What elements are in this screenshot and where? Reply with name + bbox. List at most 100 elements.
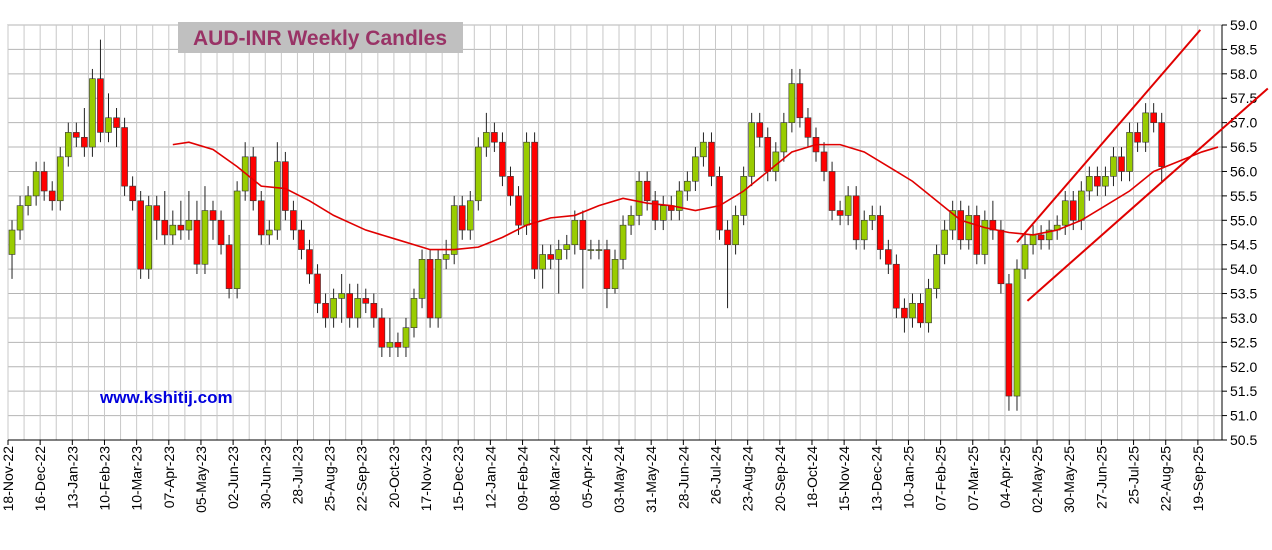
candle-body	[836, 210, 844, 216]
candle-body	[16, 205, 24, 231]
x-tick-label: 23-Aug-24	[740, 446, 756, 512]
candle-body	[265, 229, 273, 236]
candle-body	[362, 298, 370, 304]
y-tick-label: 54.0	[1230, 261, 1257, 277]
moving-average-line	[172, 141, 1219, 251]
candle-body	[40, 171, 48, 192]
candle-body	[370, 302, 378, 319]
candle-body	[684, 180, 691, 192]
candle-body	[1069, 200, 1077, 221]
candle-body	[1013, 268, 1021, 397]
candle-body	[852, 195, 860, 241]
x-tick-label: 07-Apr-23	[161, 446, 177, 508]
candle-body	[466, 200, 474, 231]
candle-body	[193, 219, 201, 265]
candle-body	[651, 200, 659, 221]
y-tick-label: 50.5	[1230, 432, 1257, 448]
candle-body	[121, 127, 128, 187]
y-tick-label: 54.5	[1230, 237, 1257, 253]
candle-body	[48, 190, 56, 202]
candle-body	[1118, 156, 1125, 172]
candle-body	[949, 210, 956, 231]
candle-body	[539, 254, 546, 270]
x-tick-label: 30-May-25	[1061, 446, 1077, 513]
x-tick-label: 19-Sep-25	[1190, 446, 1206, 512]
candle-body	[306, 249, 313, 275]
candle-body	[724, 229, 731, 246]
x-tick-label: 08-Mar-24	[547, 446, 563, 511]
candle-body	[274, 161, 281, 231]
candle-body	[209, 210, 217, 221]
candle-body	[402, 327, 410, 348]
candle-body	[8, 229, 16, 255]
x-tick-label: 20-Oct-23	[386, 446, 402, 508]
candle-body	[64, 132, 72, 158]
candle-body	[225, 244, 233, 289]
y-tick-label: 57.5	[1230, 90, 1257, 106]
candle-body	[676, 190, 683, 211]
x-tick-label: 07-Mar-25	[965, 446, 981, 511]
candle-body	[113, 117, 120, 128]
candle-body	[394, 342, 402, 348]
x-tick-label: 26-Jul-24	[707, 446, 723, 505]
x-tick-label: 15-Dec-23	[450, 446, 466, 512]
candle-body	[1078, 190, 1085, 221]
candle-body	[563, 244, 571, 250]
candle-body	[442, 254, 450, 260]
y-tick-label: 51.0	[1230, 408, 1257, 424]
candle-body	[201, 210, 209, 265]
candle-body	[161, 219, 169, 236]
x-tick-label: 22-Sep-23	[354, 446, 370, 512]
candle-body	[933, 254, 940, 289]
y-tick-label: 52.5	[1230, 334, 1257, 350]
candle-body	[555, 249, 563, 260]
candle-body	[177, 224, 185, 231]
candle-body	[233, 190, 241, 289]
plot-area	[7, 24, 1223, 441]
candle-body	[659, 205, 667, 221]
candle-body	[1061, 200, 1069, 226]
candle-body	[820, 151, 828, 172]
candle-body	[925, 288, 932, 324]
x-tick-label: 13-Jan-23	[64, 446, 80, 509]
candle-body	[579, 219, 587, 250]
x-tick-label: 18-Oct-24	[804, 446, 820, 508]
candle-body	[129, 185, 136, 202]
x-tick-label: 18-Nov-22	[0, 446, 16, 512]
y-tick-label: 58.5	[1230, 41, 1257, 57]
candle-body	[386, 342, 394, 348]
candle-body	[997, 229, 1005, 285]
candle-body	[458, 205, 466, 231]
candle-body	[531, 141, 538, 270]
x-tick-label: 16-Dec-22	[32, 446, 48, 512]
x-tick-label: 28-Jul-23	[289, 446, 305, 505]
candle-body	[1150, 112, 1157, 123]
candle-body	[981, 219, 989, 255]
candle-body	[885, 249, 892, 265]
candle-body	[764, 136, 772, 172]
candle-body	[434, 259, 442, 319]
candle-body	[547, 254, 554, 260]
candle-body	[1126, 132, 1133, 172]
candle-body	[426, 259, 434, 319]
candle-body	[1142, 112, 1149, 143]
x-tick-label: 25-Jul-25	[1126, 446, 1142, 505]
candle-body	[507, 176, 514, 197]
candle-body	[523, 141, 530, 226]
chart-title: AUD-INR Weekly Candles	[193, 27, 447, 50]
candle-body	[282, 161, 289, 211]
candle-body	[1045, 229, 1053, 241]
x-tick-label: 02-Jun-23	[225, 446, 241, 509]
watermark: www.kshitij.com	[99, 388, 233, 407]
candle-body	[89, 78, 96, 148]
y-tick-label: 55.5	[1230, 188, 1257, 204]
candle-body	[450, 205, 458, 255]
candle-body	[1110, 156, 1117, 177]
candle-body	[780, 122, 788, 153]
candle-body	[893, 263, 900, 309]
x-tick-label: 17-Nov-23	[418, 446, 434, 512]
candle-body	[828, 171, 836, 211]
candle-body	[491, 132, 498, 143]
y-tick-label: 55.0	[1230, 212, 1257, 228]
